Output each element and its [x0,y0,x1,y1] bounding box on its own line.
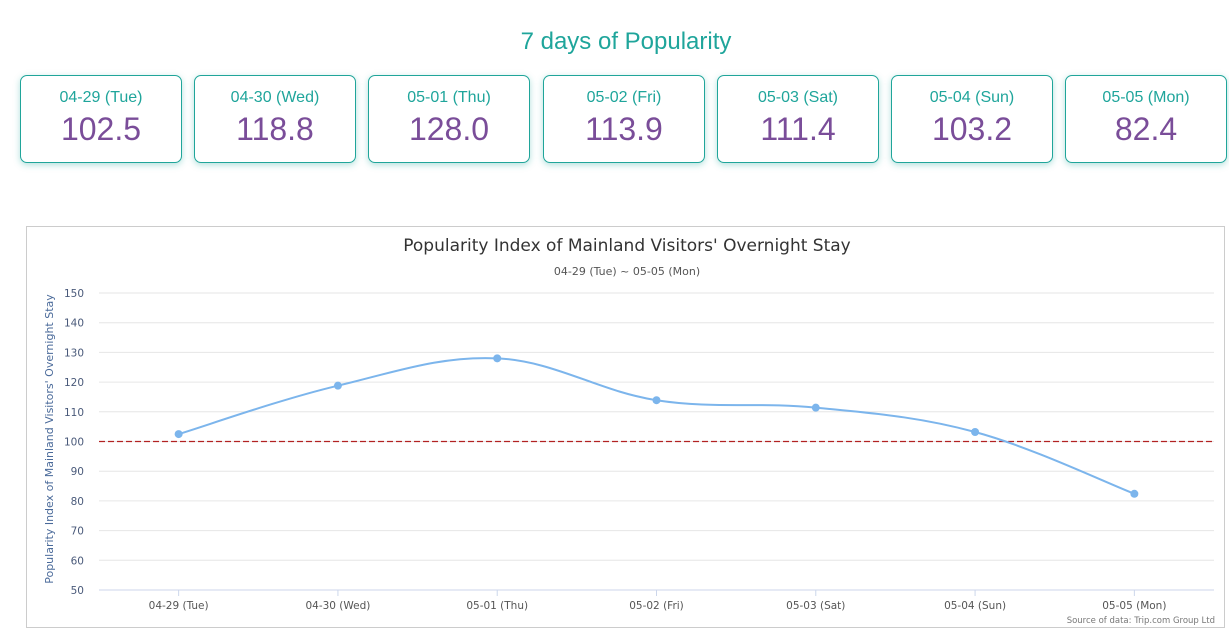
chart-panel: Popularity Index of Mainland Visitors' O… [26,226,1225,628]
x-tick-label: 05-05 (Mon) [1102,600,1166,612]
y-tick-label: 110 [64,407,84,419]
day-value: 118.8 [236,111,314,147]
x-axis-ticks: 04-29 (Tue) 04-30 (Wed) 05-01 (Thu) 05-02 (… [149,590,1166,612]
y-tick-label: 150 [64,288,84,300]
day-value: 111.4 [760,111,836,147]
data-point[interactable] [333,381,342,390]
y-tick-label: 50 [71,585,84,597]
x-tick-label: 05-04 (Sun) [944,600,1006,612]
day-card: 05-01 (Thu) 128.0 [368,75,530,163]
series-layer [174,354,1139,498]
day-card: 05-05 (Mon) 82.4 [1065,75,1227,163]
day-label: 04-30 (Wed) [230,89,320,106]
day-value: 103.2 [931,111,1013,147]
x-tick-label: 05-03 (Sat) [786,600,845,612]
day-card: 05-02 (Fri) 113.9 [543,75,705,163]
line-chart: Popularity Index of Mainland Visitors' O… [43,236,1215,626]
page-title: 7 days of Popularity [520,28,732,55]
day-label: 05-05 (Mon) [1102,89,1190,106]
x-tick-label: 04-30 (Wed) [305,600,370,612]
data-point[interactable] [174,430,183,439]
day-card: 05-04 (Sun) 103.2 [891,75,1053,163]
x-tick-label: 05-02 (Fri) [629,600,684,612]
chart-credit: Source of data: Trip.com Group Ltd [1067,616,1215,626]
data-point[interactable] [652,396,661,405]
x-tick-label: 05-01 (Thu) [466,600,528,612]
day-value: 113.9 [585,111,663,147]
day-value: 102.5 [60,111,142,147]
day-card: 05-03 (Sat) 111.4 [717,75,879,163]
grid-lines: 50 60 70 80 90 100 110 120 130 140 150 [64,288,1214,597]
series-line [178,357,1135,495]
day-label: 05-04 (Sun) [929,89,1015,106]
data-point[interactable] [971,427,980,436]
y-tick-label: 60 [71,555,84,567]
day-label: 05-01 (Thu) [407,89,491,106]
y-tick-label: 140 [64,318,84,330]
y-tick-label: 120 [64,377,84,389]
y-tick-label: 90 [71,466,84,478]
x-tick-label: 04-29 (Tue) [149,600,209,612]
day-label: 05-02 (Fri) [586,89,662,106]
data-point[interactable] [1130,489,1139,498]
y-tick-label: 70 [71,526,84,538]
day-value: 82.4 [1114,111,1178,147]
y-tick-label: 100 [64,437,84,449]
day-value: 128.0 [408,111,490,147]
y-tick-label: 80 [71,496,84,508]
chart-subtitle: 04-29 (Tue) ~ 05-05 (Mon) [554,265,700,278]
day-card: 04-30 (Wed) 118.8 [194,75,356,163]
y-tick-label: 130 [64,347,84,359]
day-label: 05-03 (Sat) [757,89,839,106]
y-axis-label: Popularity Index of Mainland Visitors' O… [43,294,56,584]
day-card: 04-29 (Tue) 102.5 [20,75,182,163]
data-point[interactable] [493,354,502,363]
day-label: 04-29 (Tue) [59,89,143,106]
chart-title: Popularity Index of Mainland Visitors' O… [403,236,851,256]
data-point[interactable] [811,403,820,412]
